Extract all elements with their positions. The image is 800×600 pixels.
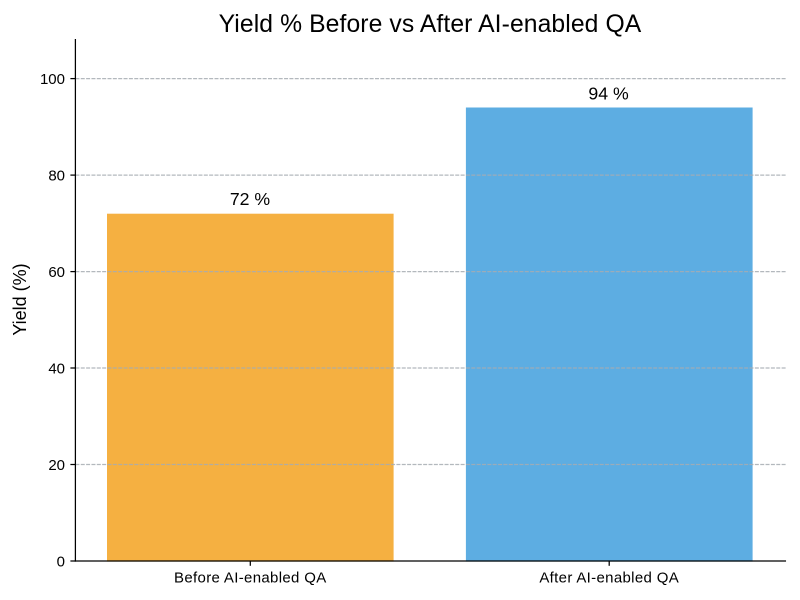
svg-text:0: 0	[57, 554, 65, 571]
svg-text:94 %: 94 %	[588, 83, 629, 103]
svg-text:72 %: 72 %	[230, 189, 271, 209]
svg-text:40: 40	[48, 361, 65, 378]
svg-text:After AI-enabled QA: After AI-enabled QA	[539, 570, 679, 587]
svg-text:Yield % Before vs After AI-ena: Yield % Before vs After AI-enabled QA	[219, 11, 642, 38]
svg-text:20: 20	[48, 457, 65, 474]
svg-text:80: 80	[48, 168, 65, 185]
svg-text:Yield (%): Yield (%)	[10, 263, 30, 335]
svg-text:Before AI-enabled QA: Before AI-enabled QA	[174, 570, 327, 587]
svg-text:60: 60	[48, 264, 65, 281]
svg-text:100: 100	[40, 71, 65, 88]
